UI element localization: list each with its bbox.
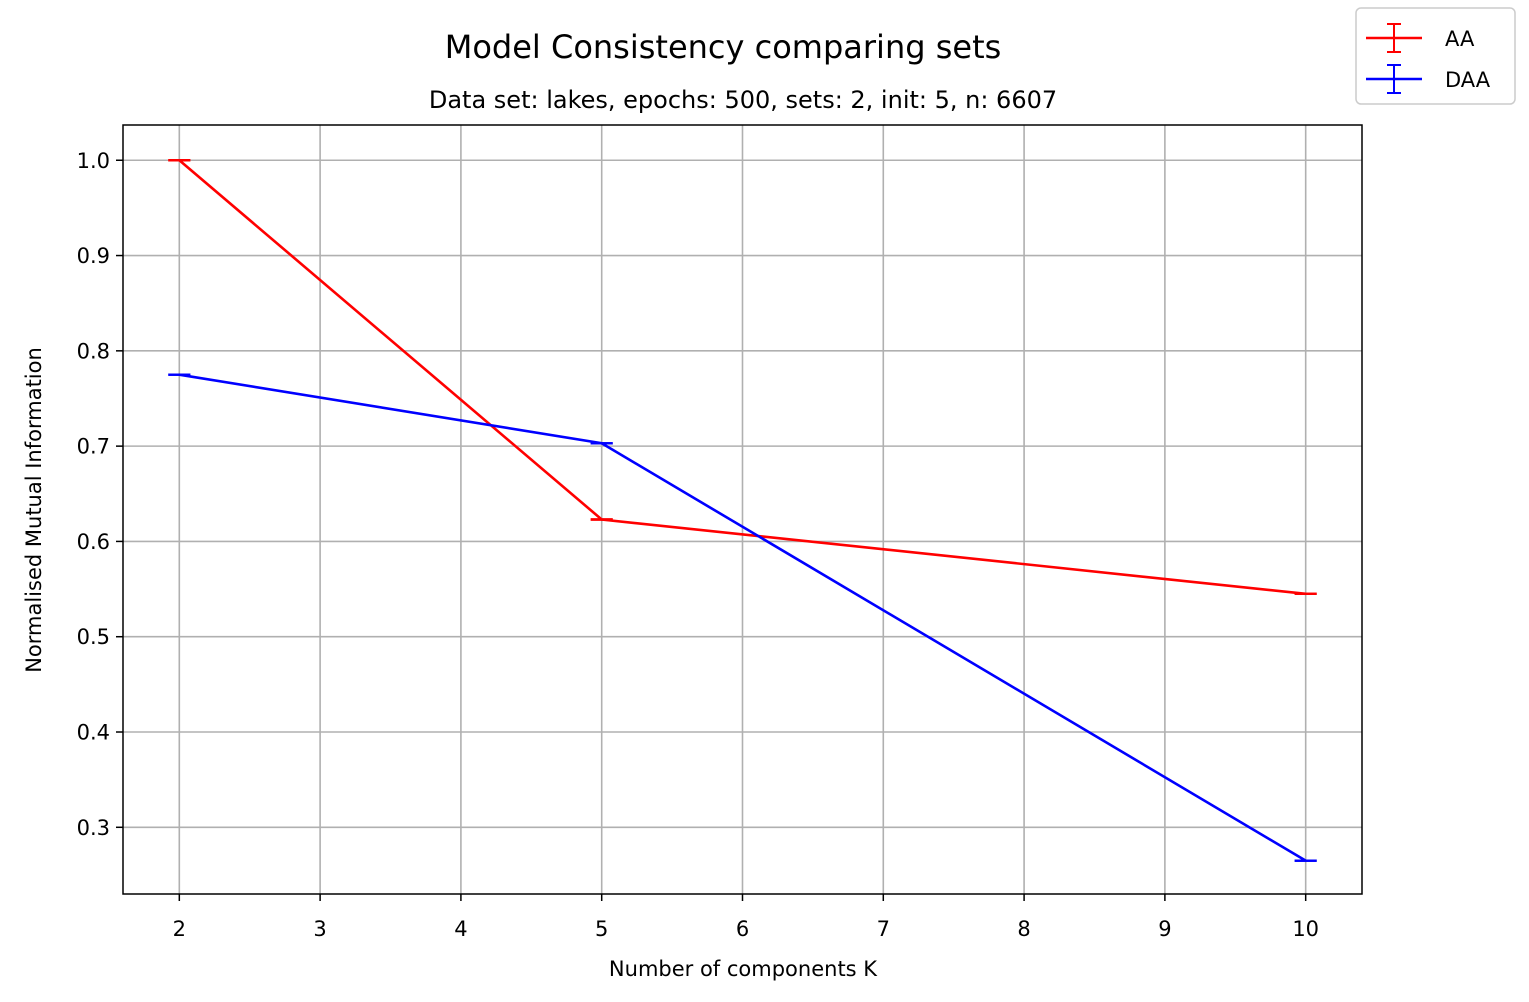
legend-frame [1355,7,1516,105]
legend: AA DAA [1355,7,1516,105]
x-tick-label: 2 [173,917,186,941]
y-tick-label: 0.8 [77,339,110,363]
y-tick-label: 1.0 [77,149,110,173]
x-tick-label: 10 [1292,917,1319,941]
x-tick-label: 9 [1158,917,1171,941]
legend-label-aa: AA [1445,27,1475,51]
y-tick-label: 0.6 [77,530,110,554]
x-tick-label: 6 [736,917,749,941]
y-tick-label: 0.7 [77,435,110,459]
y-tick-label: 0.9 [77,244,110,268]
y-tick-label: 0.4 [77,721,110,745]
y-tick-label: 0.3 [77,816,110,840]
y-tick-label: 0.5 [77,625,110,649]
x-tick-label: 7 [877,917,890,941]
x-tick-label: 4 [454,917,467,941]
x-tick-label: 5 [595,917,608,941]
grid [123,125,1362,894]
chart-title: Model Consistency comparing sets [445,28,1002,66]
chart-subtitle: Data set: lakes, epochs: 500, sets: 2, i… [429,86,1057,114]
y-axis: 0.3 0.4 0.5 0.6 0.7 0.8 0.9 1.0 [77,149,123,840]
legend-label-daa: DAA [1445,68,1491,92]
x-tick-label: 3 [313,917,326,941]
series-layer [168,159,1317,862]
x-axis-label: Number of components K [609,957,878,981]
x-axis: 2 3 4 5 6 7 8 9 10 [173,894,1319,941]
y-axis-label: Normalised Mutual Information [22,347,46,673]
x-tick-label: 8 [1017,917,1030,941]
